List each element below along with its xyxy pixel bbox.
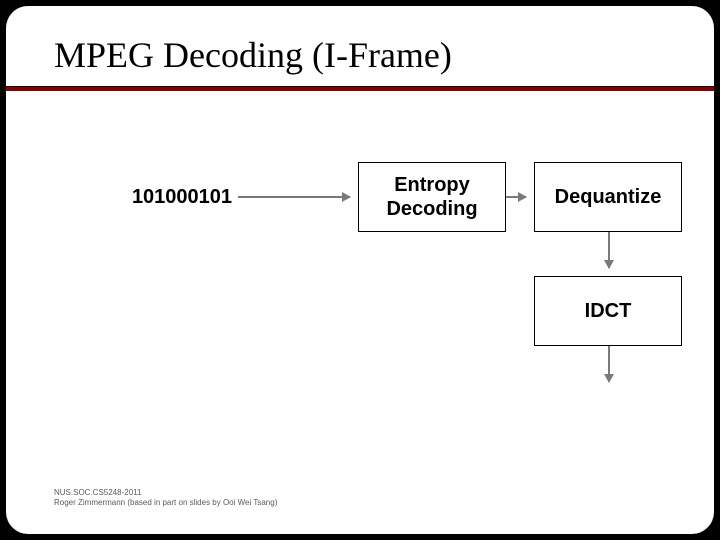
- footer: NUS.SOC.CS5248-2011 Roger Zimmermann (ba…: [54, 488, 277, 508]
- dequantize-box: Dequantize: [534, 162, 682, 232]
- input-bits: 101000101: [102, 186, 262, 209]
- footer-line2: Roger Zimmermann (based in part on slide…: [54, 498, 277, 508]
- entropy-decoding-box: Entropy Decoding: [358, 162, 506, 232]
- arrow-idct-down: [608, 346, 610, 382]
- entropy-line1: Entropy: [394, 174, 470, 196]
- title-underline: [6, 86, 714, 91]
- entropy-label: Entropy Decoding: [386, 173, 477, 221]
- slide-title: MPEG Decoding (I-Frame): [54, 34, 452, 76]
- entropy-line2: Decoding: [386, 198, 477, 220]
- arrow-entropy-to-dequant: [506, 196, 526, 198]
- footer-line1: NUS.SOC.CS5248-2011: [54, 488, 277, 498]
- arrow-dequant-to-idct: [608, 232, 610, 268]
- idct-box: IDCT: [534, 276, 682, 346]
- slide: MPEG Decoding (I-Frame) 101000101 Entrop…: [6, 6, 714, 534]
- arrow-input-to-entropy: [238, 196, 350, 198]
